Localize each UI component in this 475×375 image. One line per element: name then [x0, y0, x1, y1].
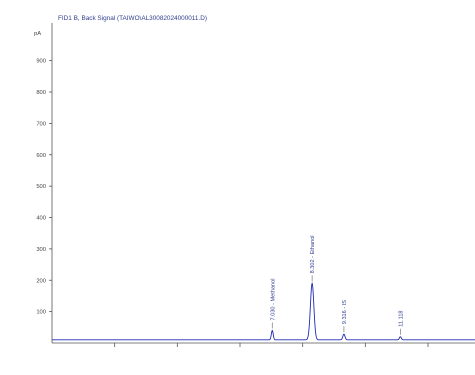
y-tick-label: 500	[36, 184, 46, 190]
peak-label: 9.316 - IS	[342, 300, 348, 325]
peak-label: 7.030 - Methanol	[270, 278, 276, 320]
y-axis-unit-label: pA	[34, 31, 41, 37]
chart-title: FID1 B, Back Signal (TAIWO\AL30082024000…	[58, 15, 207, 22]
x-ticks	[114, 343, 429, 347]
chromatogram-trace-line	[52, 282, 475, 341]
y-tick-label: 300	[36, 247, 46, 253]
y-ticks: 100 200 300 400 500 600 700 800 900	[36, 59, 52, 316]
peak-annotations: 7.030 - Methanol 8.302 - Ethanol 9.316 - I…	[270, 235, 404, 335]
y-tick-label: 800	[36, 90, 46, 96]
y-tick-label: 700	[36, 121, 46, 127]
y-tick-label: 600	[36, 153, 46, 159]
peak-label: 11.118	[398, 310, 404, 326]
y-tick-label: 400	[36, 216, 46, 222]
y-tick-label: 100	[36, 310, 46, 316]
peak-label: 8.302 - Ethanol	[310, 235, 316, 273]
y-tick-label: 200	[36, 278, 46, 284]
y-tick-label: 900	[36, 59, 46, 65]
